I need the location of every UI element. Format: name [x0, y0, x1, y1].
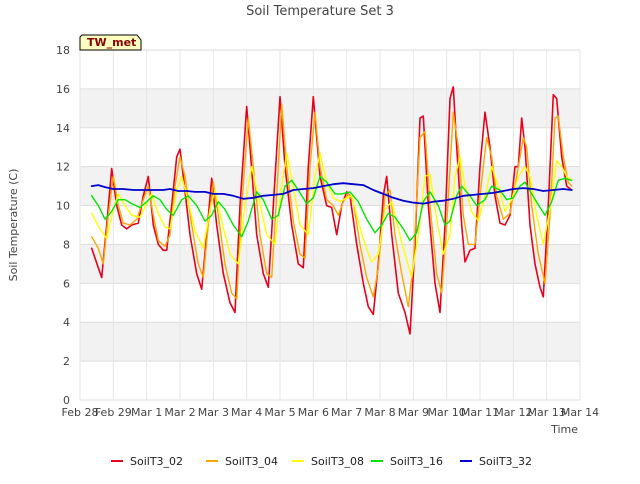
legend-label: SoilT3_32 [479, 455, 532, 468]
plot-area [80, 50, 580, 400]
legend: SoilT3_02 SoilT3_04 SoilT3_08 SoilT3_16 Soil… [111, 455, 532, 468]
y-tick-label: 18 [56, 44, 70, 57]
annotation-label: TW_met [87, 36, 136, 49]
plot-band [80, 244, 580, 284]
y-tick-label: 16 [56, 83, 70, 96]
plot-band [80, 50, 580, 89]
y-tick-label: 14 [56, 122, 70, 135]
legend-label: SoilT3_02 [130, 455, 183, 468]
legend-label: SoilT3_04 [225, 455, 278, 468]
plot-band [80, 127, 580, 167]
series-line-soilt3-08 [91, 152, 573, 279]
series-layer [90, 86, 573, 335]
legend-item: SoilT3_16 [371, 455, 443, 468]
x-tick-label: Mar 9 [398, 406, 429, 419]
x-tick-label: Mar 2 [164, 406, 195, 419]
x-tick-label: Mar 13 [528, 406, 566, 419]
series-line-soilt3-16 [91, 175, 573, 242]
x-tick-label: Mar 11 [461, 406, 499, 419]
x-tick-label: Mar 3 [198, 406, 229, 419]
x-tick-label: Feb 28 [62, 406, 99, 419]
y-axis: 0 2 4 6 8 10 12 14 16 18 [56, 44, 70, 407]
tw-met-annotation: TW_met [79, 34, 142, 51]
x-tick-label: Mar 10 [428, 406, 466, 419]
chart-title: Soil Temperature Set 3 [246, 4, 394, 19]
y-tick-label: 2 [63, 355, 70, 368]
plot-band [80, 361, 580, 400]
annotation-badge [79, 34, 142, 51]
x-tick-label: Mar 4 [231, 406, 262, 419]
legend-item: SoilT3_02 [111, 455, 183, 468]
x-axis-label: Time [550, 423, 578, 436]
legend-item: SoilT3_08 [292, 455, 364, 468]
y-tick-label: 10 [56, 200, 70, 213]
y-tick-label: 0 [63, 394, 70, 407]
x-tick-label: Mar 12 [494, 406, 532, 419]
y-axis-label: Soil Temperature (C) [7, 169, 20, 282]
y-tick-label: 4 [63, 316, 70, 329]
x-tick-label: Mar 6 [298, 406, 329, 419]
legend-item: SoilT3_04 [206, 455, 278, 468]
x-tick-label: Feb 29 [95, 406, 132, 419]
y-tick-label: 8 [63, 238, 70, 251]
x-tick-label: Mar 14 [561, 406, 599, 419]
x-tick-label: Mar 8 [364, 406, 395, 419]
legend-label: SoilT3_08 [311, 455, 364, 468]
legend-label: SoilT3_16 [390, 455, 443, 468]
y-tick-label: 12 [56, 161, 70, 174]
series-line-soilt3-32 [90, 182, 573, 205]
plot-band [80, 88, 580, 128]
plot-band [80, 322, 580, 362]
plot-band [80, 283, 580, 323]
x-tick-label: Mar 5 [264, 406, 295, 419]
legend-item: SoilT3_32 [460, 455, 532, 468]
x-tick-label: Mar 1 [131, 406, 162, 419]
y-tick-label: 6 [63, 277, 70, 290]
x-tick-label: Mar 7 [331, 406, 362, 419]
